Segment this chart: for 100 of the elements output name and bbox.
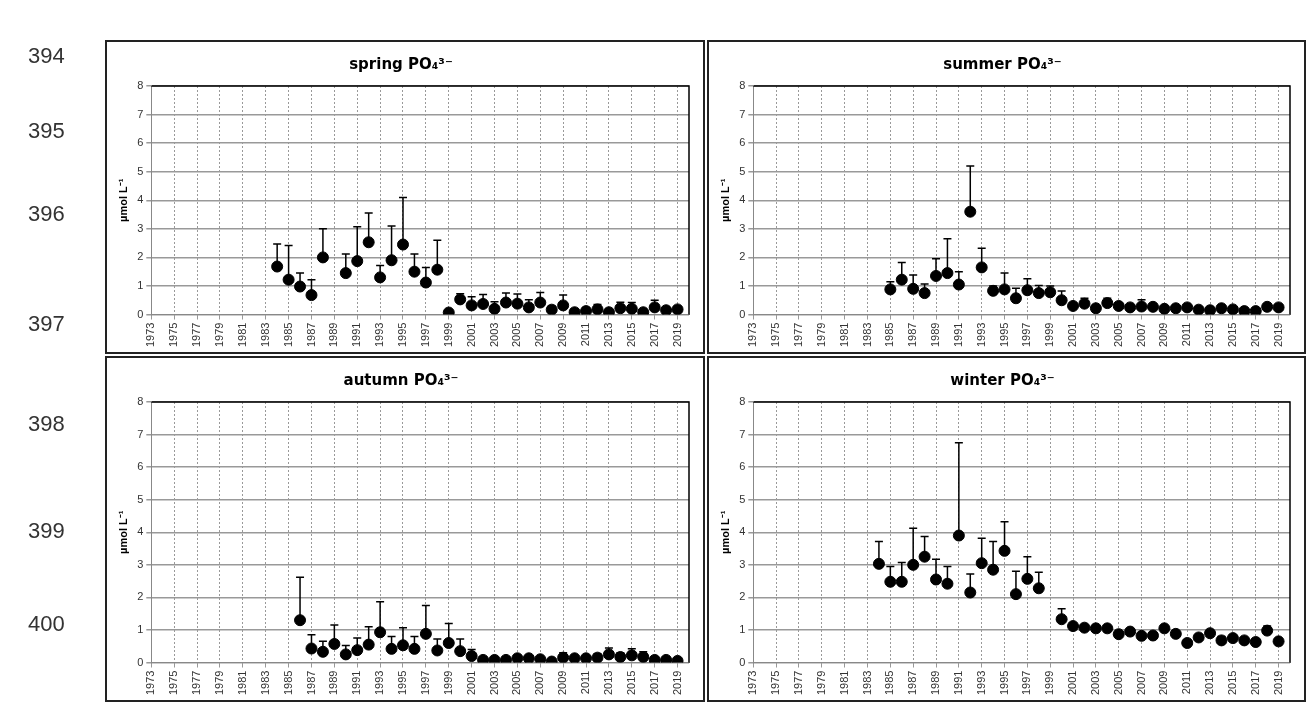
- y-tick-label: 4: [137, 525, 144, 538]
- x-tick-label: 1999: [1043, 670, 1056, 696]
- y-tick-label: 5: [137, 164, 144, 177]
- x-tick-label: 2019: [670, 322, 683, 348]
- x-tick-label: 2019: [1271, 670, 1284, 696]
- x-tick-label: 1983: [258, 670, 271, 696]
- x-tick-label: 1987: [304, 670, 317, 696]
- x-tick-label: 1979: [212, 670, 225, 696]
- y-axis-title: µmol L⁻¹: [718, 178, 731, 222]
- x-tick-label: 2003: [487, 670, 500, 696]
- x-tick-label: 1993: [373, 322, 386, 348]
- text: 396: [28, 201, 65, 227]
- x-tick-label: 2005: [510, 670, 523, 696]
- y-tick-label: 8: [137, 79, 144, 92]
- x-tick-label: 2011: [579, 322, 592, 347]
- x-tick-label: 2013: [601, 670, 614, 696]
- x-tick-label: 2017: [647, 670, 660, 696]
- x-tick-label: 2017: [647, 322, 660, 348]
- x-tick-label: 1995: [997, 670, 1010, 696]
- x-tick-label: 2007: [533, 322, 546, 348]
- x-tick-label: 2009: [556, 670, 569, 696]
- chart-title: autumn PO₄³⁻: [343, 370, 459, 389]
- x-tick-label: 2019: [670, 670, 683, 696]
- y-tick-label: 2: [739, 250, 746, 263]
- x-tick-label: 2015: [624, 670, 637, 696]
- y-axis-title: µmol L⁻¹: [718, 510, 731, 554]
- x-tick-label: 2009: [1157, 670, 1170, 696]
- x-tick-label: 1997: [1020, 322, 1033, 348]
- x-tick-label: 1995: [396, 322, 409, 348]
- x-tick-label: 1987: [906, 322, 919, 348]
- x-tick-label: 2007: [1134, 670, 1147, 696]
- y-axis-title: µmol L⁻¹: [116, 178, 129, 222]
- y-tick-label: 8: [739, 395, 746, 408]
- x-tick-label: 2007: [533, 670, 546, 696]
- x-tick-label: 1979: [814, 670, 827, 696]
- y-tick-label: 2: [137, 250, 144, 263]
- y-tick-label: 2: [137, 590, 144, 603]
- x-tick-label: 1979: [212, 322, 225, 348]
- x-tick-label: 1977: [792, 670, 805, 696]
- y-tick-label: 0: [739, 307, 746, 320]
- x-tick-label: 2003: [1088, 670, 1101, 696]
- x-tick-label: 1991: [350, 322, 363, 348]
- y-tick-label: 1: [739, 622, 746, 635]
- y-tick-label: 5: [739, 492, 746, 505]
- y-tick-label: 1: [137, 278, 144, 291]
- x-tick-label: 1973: [746, 322, 759, 348]
- x-tick-label: 1991: [350, 670, 363, 696]
- y-tick-label: 3: [137, 557, 144, 570]
- x-tick-label: 1977: [190, 670, 203, 696]
- y-tick-label: 3: [137, 221, 144, 234]
- y-tick-label: 7: [137, 107, 144, 120]
- x-tick-label: 1993: [373, 670, 386, 696]
- x-tick-label: 2017: [1248, 670, 1261, 696]
- text: 398: [28, 411, 65, 437]
- x-tick-label: 1981: [837, 670, 850, 696]
- y-tick-label: 6: [739, 460, 746, 473]
- y-tick-label: 3: [739, 557, 746, 570]
- x-tick-label: 1975: [167, 322, 180, 348]
- x-tick-label: 2019: [1271, 322, 1284, 348]
- x-tick-label: 1981: [235, 670, 248, 696]
- y-tick-label: 2: [739, 590, 746, 603]
- x-tick-label: 2001: [1066, 322, 1079, 348]
- x-tick-label: 2001: [464, 670, 477, 696]
- x-tick-label: 1975: [769, 322, 782, 348]
- x-tick-label: 1975: [167, 670, 180, 696]
- x-tick-label: 1983: [258, 322, 271, 348]
- x-tick-label: 1989: [929, 322, 942, 348]
- x-tick-label: 2015: [1225, 670, 1238, 696]
- x-tick-label: 1999: [441, 670, 454, 696]
- x-tick-label: 1979: [814, 322, 827, 348]
- x-tick-label: 2009: [1157, 322, 1170, 348]
- x-tick-label: 2011: [1180, 670, 1193, 695]
- x-tick-label: 2013: [601, 322, 614, 348]
- x-tick-label: 1997: [1020, 670, 1033, 696]
- x-tick-label: 1977: [190, 322, 203, 348]
- y-tick-label: 8: [739, 79, 746, 92]
- y-tick-label: 1: [137, 622, 144, 635]
- x-tick-label: 1973: [144, 322, 157, 348]
- x-tick-label: 2009: [556, 322, 569, 348]
- x-tick-label: 2015: [624, 322, 637, 348]
- y-tick-label: 4: [739, 525, 746, 538]
- y-tick-label: 8: [137, 395, 144, 408]
- x-tick-label: 1985: [883, 670, 896, 696]
- text: 400: [28, 611, 65, 637]
- x-tick-label: 1999: [441, 322, 454, 348]
- x-tick-label: 1989: [327, 322, 340, 348]
- x-tick-label: 1987: [304, 322, 317, 348]
- text: 397: [28, 311, 65, 337]
- x-tick-label: 2011: [1180, 322, 1193, 347]
- text: 399: [28, 518, 65, 544]
- y-tick-label: 0: [137, 307, 144, 320]
- x-tick-label: 1973: [746, 670, 759, 696]
- x-tick-label: 1991: [951, 670, 964, 696]
- y-tick-label: 4: [739, 193, 746, 206]
- y-tick-label: 6: [739, 136, 746, 149]
- y-tick-label: 0: [137, 655, 144, 668]
- x-tick-label: 2015: [1225, 322, 1238, 348]
- x-tick-label: 1993: [974, 670, 987, 696]
- chart-title: winter PO₄³⁻: [950, 370, 1055, 389]
- text: 395: [28, 118, 65, 144]
